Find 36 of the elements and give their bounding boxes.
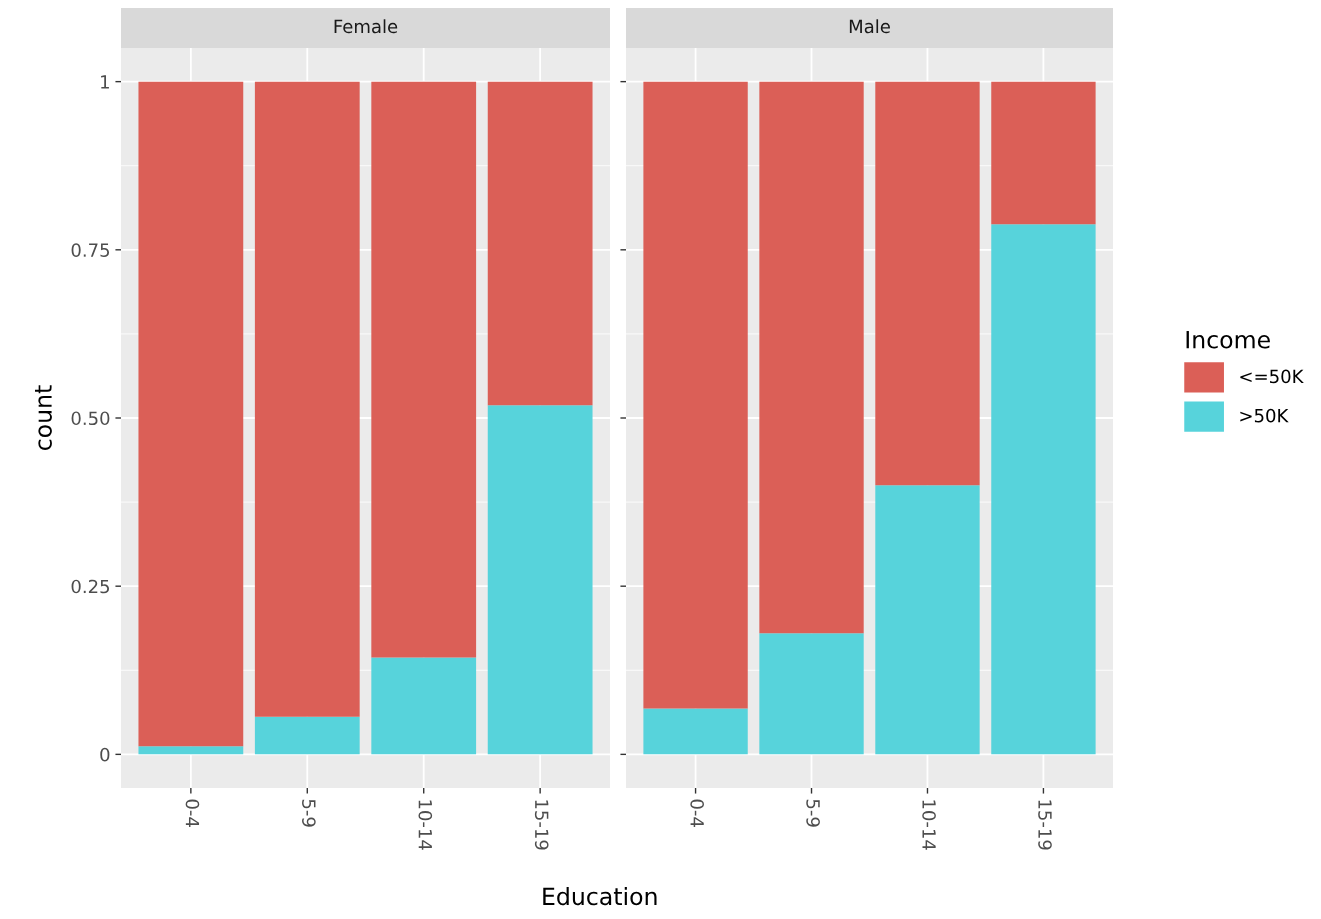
x-tick-label: 5-9 — [302, 799, 316, 827]
y-axis-title: count — [35, 385, 52, 450]
bar — [138, 746, 244, 755]
y-tick-label: 0.25 — [71, 579, 110, 594]
x-tick-label: 5-9 — [806, 799, 820, 827]
bar — [487, 81, 593, 406]
bar — [371, 657, 477, 755]
bar — [759, 633, 864, 755]
x-tick-label: 0-4 — [690, 799, 704, 827]
bar — [759, 81, 864, 634]
x-tick-label: 15-19 — [1038, 800, 1052, 850]
legend-label: >50K — [1240, 408, 1289, 423]
x-tick-label: 10-14 — [418, 800, 433, 850]
bar — [875, 485, 980, 755]
x-tick-label: 10-14 — [922, 800, 936, 850]
bar — [875, 81, 980, 486]
legend-label: <=50K — [1240, 369, 1304, 384]
bar — [643, 81, 748, 709]
bar — [991, 224, 1096, 755]
y-tick-label: 0.75 — [71, 243, 110, 257]
x-tick-label: 15-19 — [534, 800, 549, 850]
y-tick-label: 0.50 — [71, 411, 110, 426]
y-tick-label: 0 — [100, 747, 110, 762]
bar — [371, 81, 477, 658]
bar — [254, 81, 360, 717]
bar — [991, 81, 1096, 225]
y-tick-label: 1 — [101, 75, 109, 89]
bar — [643, 708, 748, 755]
bar — [138, 81, 244, 747]
legend-title: Income — [1186, 331, 1270, 349]
x-tick-label: 0-4 — [185, 799, 200, 827]
chart-title: Male — [849, 19, 890, 34]
bar — [254, 716, 360, 755]
x-axis-title: Education — [543, 886, 657, 906]
chart-title: Female — [334, 19, 398, 34]
bar — [487, 405, 593, 755]
